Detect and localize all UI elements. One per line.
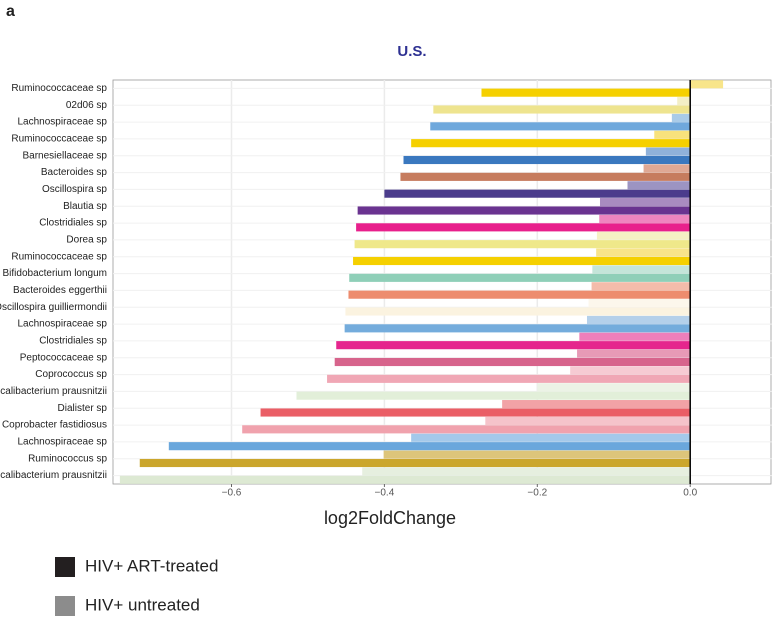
y-tick-label: Blautia sp <box>63 201 107 212</box>
y-tick-label: Peptococcaceae sp <box>20 352 108 363</box>
bar <box>353 256 691 266</box>
legend-label: HIV+ ART-treated <box>85 556 218 575</box>
y-tick-label: Faecalibacterium prausnitzii <box>0 386 107 397</box>
bar <box>400 172 691 181</box>
bar <box>119 475 691 484</box>
bar <box>591 282 691 291</box>
bar <box>485 416 691 425</box>
bar <box>690 80 724 89</box>
y-tick-label: Ruminococcaceae sp <box>11 83 107 94</box>
bar <box>362 467 691 476</box>
bar <box>296 391 691 400</box>
x-tick-label: 0.0 <box>683 488 697 499</box>
bar <box>354 240 691 249</box>
y-tick-label: Lachnospiraceae sp <box>17 437 107 448</box>
bar <box>586 315 691 324</box>
bar <box>643 164 691 173</box>
bar <box>596 248 691 257</box>
bar <box>645 147 691 156</box>
bar <box>403 155 691 165</box>
bar <box>242 425 691 434</box>
y-tick-label: Dialister sp <box>58 403 108 414</box>
bar <box>336 341 691 350</box>
bar <box>411 433 691 442</box>
x-axis-label: log2FoldChange <box>324 508 456 528</box>
bar <box>502 400 691 409</box>
bar <box>654 130 691 139</box>
bar <box>592 265 691 274</box>
bar <box>570 366 691 375</box>
y-tick-label: Barnesiellaceae sp <box>23 150 108 161</box>
bar <box>481 88 691 97</box>
bar <box>433 105 691 114</box>
y-tick-label: Coprococcus sp <box>35 369 107 380</box>
y-tick-label: Ruminococcaceae sp <box>11 251 107 262</box>
bar <box>596 231 691 240</box>
y-tick-label: Dorea sp <box>66 235 107 246</box>
y-tick-label: Lachnospiraceae sp <box>17 117 107 128</box>
bar <box>349 273 691 282</box>
legend-swatch <box>55 596 75 616</box>
bar <box>139 458 691 468</box>
legend-label: HIV+ untreated <box>85 595 200 614</box>
y-tick-label: 02d06 sp <box>66 100 108 111</box>
bar <box>671 113 691 122</box>
bar <box>345 307 691 316</box>
y-tick-label: Coprobacter fastidiosus <box>2 420 107 431</box>
y-tick-label: Oscillospira guilliermondii <box>0 302 107 313</box>
bar <box>579 332 691 341</box>
x-tick-label: −0.4 <box>375 488 395 499</box>
x-tick-label: −0.6 <box>222 488 242 499</box>
y-tick-label: Ruminococcus sp <box>28 453 107 464</box>
bar <box>334 357 691 367</box>
plot-frame <box>112 79 772 485</box>
y-tick-label: Faecalibacterium prausnitzii <box>0 470 107 481</box>
x-tick-label: −0.2 <box>527 488 547 499</box>
y-tick-label: Bifidobacterium longum <box>3 268 108 279</box>
bar <box>356 223 691 232</box>
bar <box>411 139 691 148</box>
bar <box>599 198 691 207</box>
bar <box>627 181 691 190</box>
bar <box>577 349 691 358</box>
y-tick-label: Clostridiales sp <box>39 218 107 229</box>
bar <box>260 408 691 417</box>
bar <box>384 189 691 198</box>
legend-swatch <box>55 557 75 577</box>
bar <box>357 206 691 215</box>
y-tick-label: Lachnospiraceae sp <box>17 319 107 330</box>
bar <box>599 214 691 223</box>
y-tick-label: Oscillospira sp <box>42 184 107 195</box>
bar <box>383 450 691 459</box>
bar <box>344 324 691 333</box>
bar <box>348 290 691 299</box>
panel-label: a <box>6 3 15 20</box>
bar <box>327 374 691 383</box>
y-tick-label: Bacteroides eggerthii <box>13 285 107 296</box>
y-tick-label: Ruminococcaceae sp <box>11 134 107 145</box>
y-tick-label: Clostridiales sp <box>39 336 107 347</box>
bar <box>537 383 691 392</box>
chart-title: U.S. <box>397 43 426 60</box>
bar <box>677 97 691 106</box>
bar <box>588 299 691 308</box>
y-tick-label: Bacteroides sp <box>41 167 108 178</box>
bar <box>430 122 691 131</box>
bar <box>168 442 691 451</box>
